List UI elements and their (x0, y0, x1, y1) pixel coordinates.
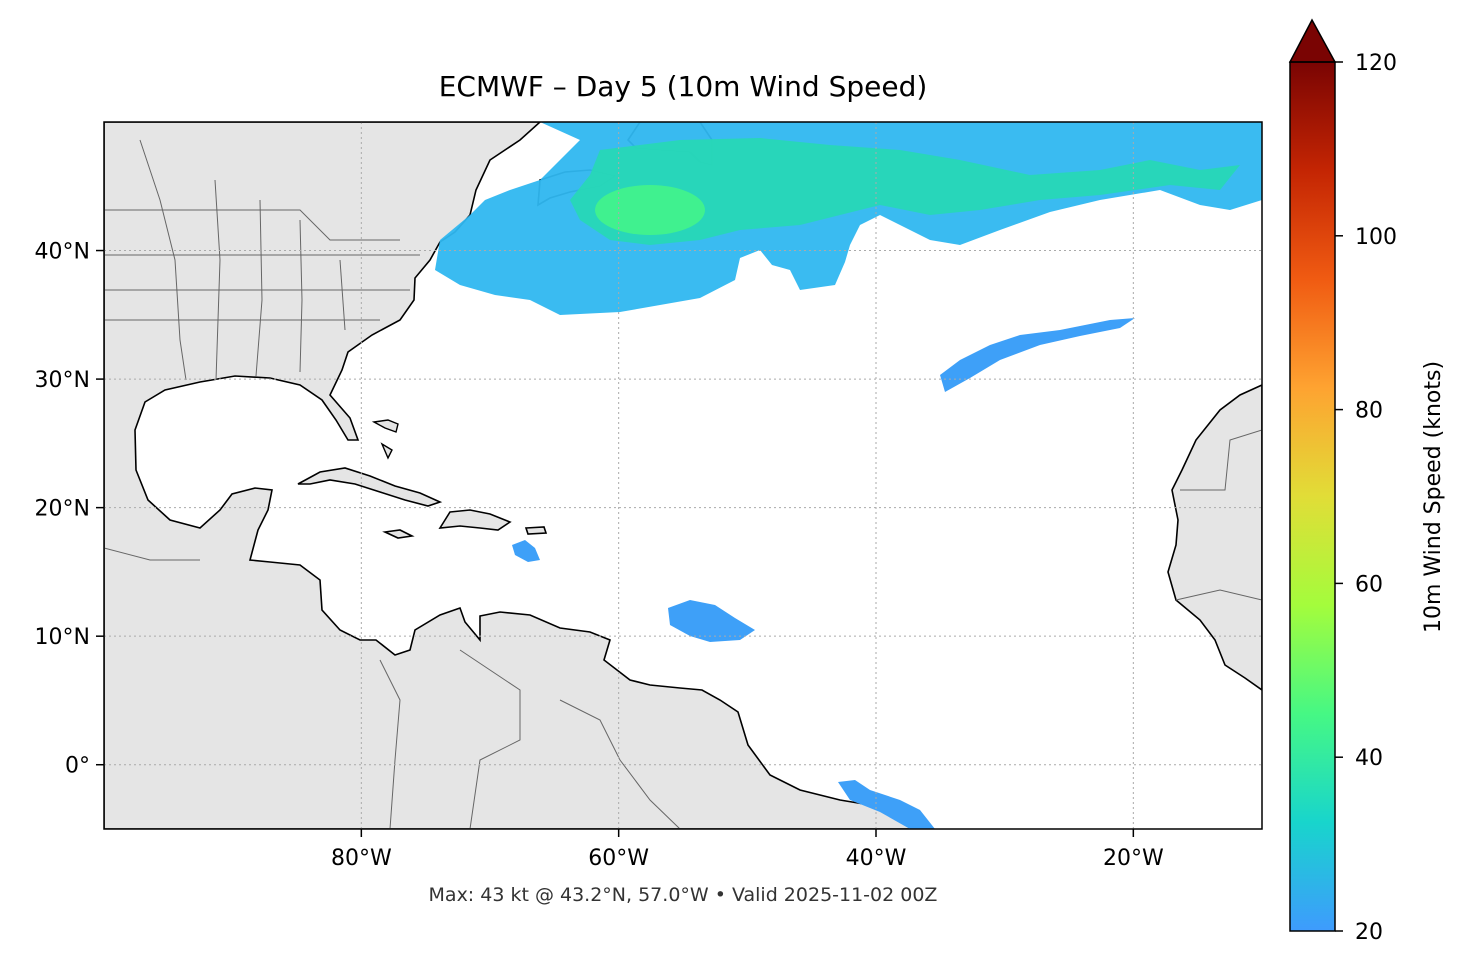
lat-tick-label: 40°N (35, 240, 90, 265)
lon-tick-label: 40°W (846, 846, 907, 871)
wind-field (435, 122, 1262, 829)
colorbar-gradient (1290, 62, 1335, 931)
latitude-ticks: 40°N 30°N 20°N 10°N 0° (35, 240, 104, 779)
wind-region-equatorial (838, 780, 935, 829)
lat-tick-label: 30°N (35, 368, 90, 393)
wind-region-jet-core (570, 138, 1240, 245)
lat-tick-label: 20°N (35, 497, 90, 522)
colorbar-tick-label: 100 (1355, 225, 1397, 250)
colorbar-tick-label: 20 (1355, 920, 1383, 945)
hispaniola-island (438, 509, 512, 531)
wind-region-tropical-atlantic (668, 600, 755, 642)
gridlines (104, 122, 1262, 829)
wind-max-core (595, 185, 705, 235)
colorbar: 20 40 60 80 100 120 10m Wind Speed (knots) (1288, 18, 1446, 945)
puerto-rico-island (524, 526, 548, 535)
colorbar-tick-label: 120 (1355, 51, 1397, 76)
wind-region-subtropical-band (940, 318, 1135, 392)
colorbar-frame (1289, 61, 1336, 932)
lat-tick-label: 0° (65, 754, 90, 779)
jamaica-island (382, 529, 415, 539)
lon-tick-label: 60°W (588, 846, 649, 871)
colorbar-extend-arrow (1288, 18, 1337, 63)
longitude-ticks: 80°W 60°W 40°W 20°W (331, 829, 1164, 871)
africa-land (1167, 384, 1262, 691)
lon-tick-label: 20°W (1103, 846, 1164, 871)
bahamas-island (371, 419, 399, 460)
colorbar-ticks: 20 40 60 80 100 120 (1335, 51, 1397, 945)
wind-region-caribbean (512, 540, 540, 562)
lon-tick-label: 80°W (331, 846, 392, 871)
map-title: ECMWF – Day 5 (10m Wind Speed) (438, 70, 928, 103)
map-frame (103, 121, 1263, 830)
footnote-max-valid: Max: 43 kt @ 43.2°N, 57.0°W • Valid 2025… (428, 884, 938, 906)
colorbar-tick-label: 80 (1355, 399, 1383, 424)
state-borders (104, 139, 1262, 829)
colorbar-tick-label: 40 (1355, 746, 1383, 771)
north-america-land (104, 122, 917, 829)
map-area (104, 122, 1262, 829)
colorbar-tick-label: 60 (1355, 572, 1383, 597)
lat-tick-label: 10°N (35, 625, 90, 650)
colorbar-label: 10m Wind Speed (knots) (1421, 361, 1446, 633)
cuba-island (297, 467, 443, 507)
